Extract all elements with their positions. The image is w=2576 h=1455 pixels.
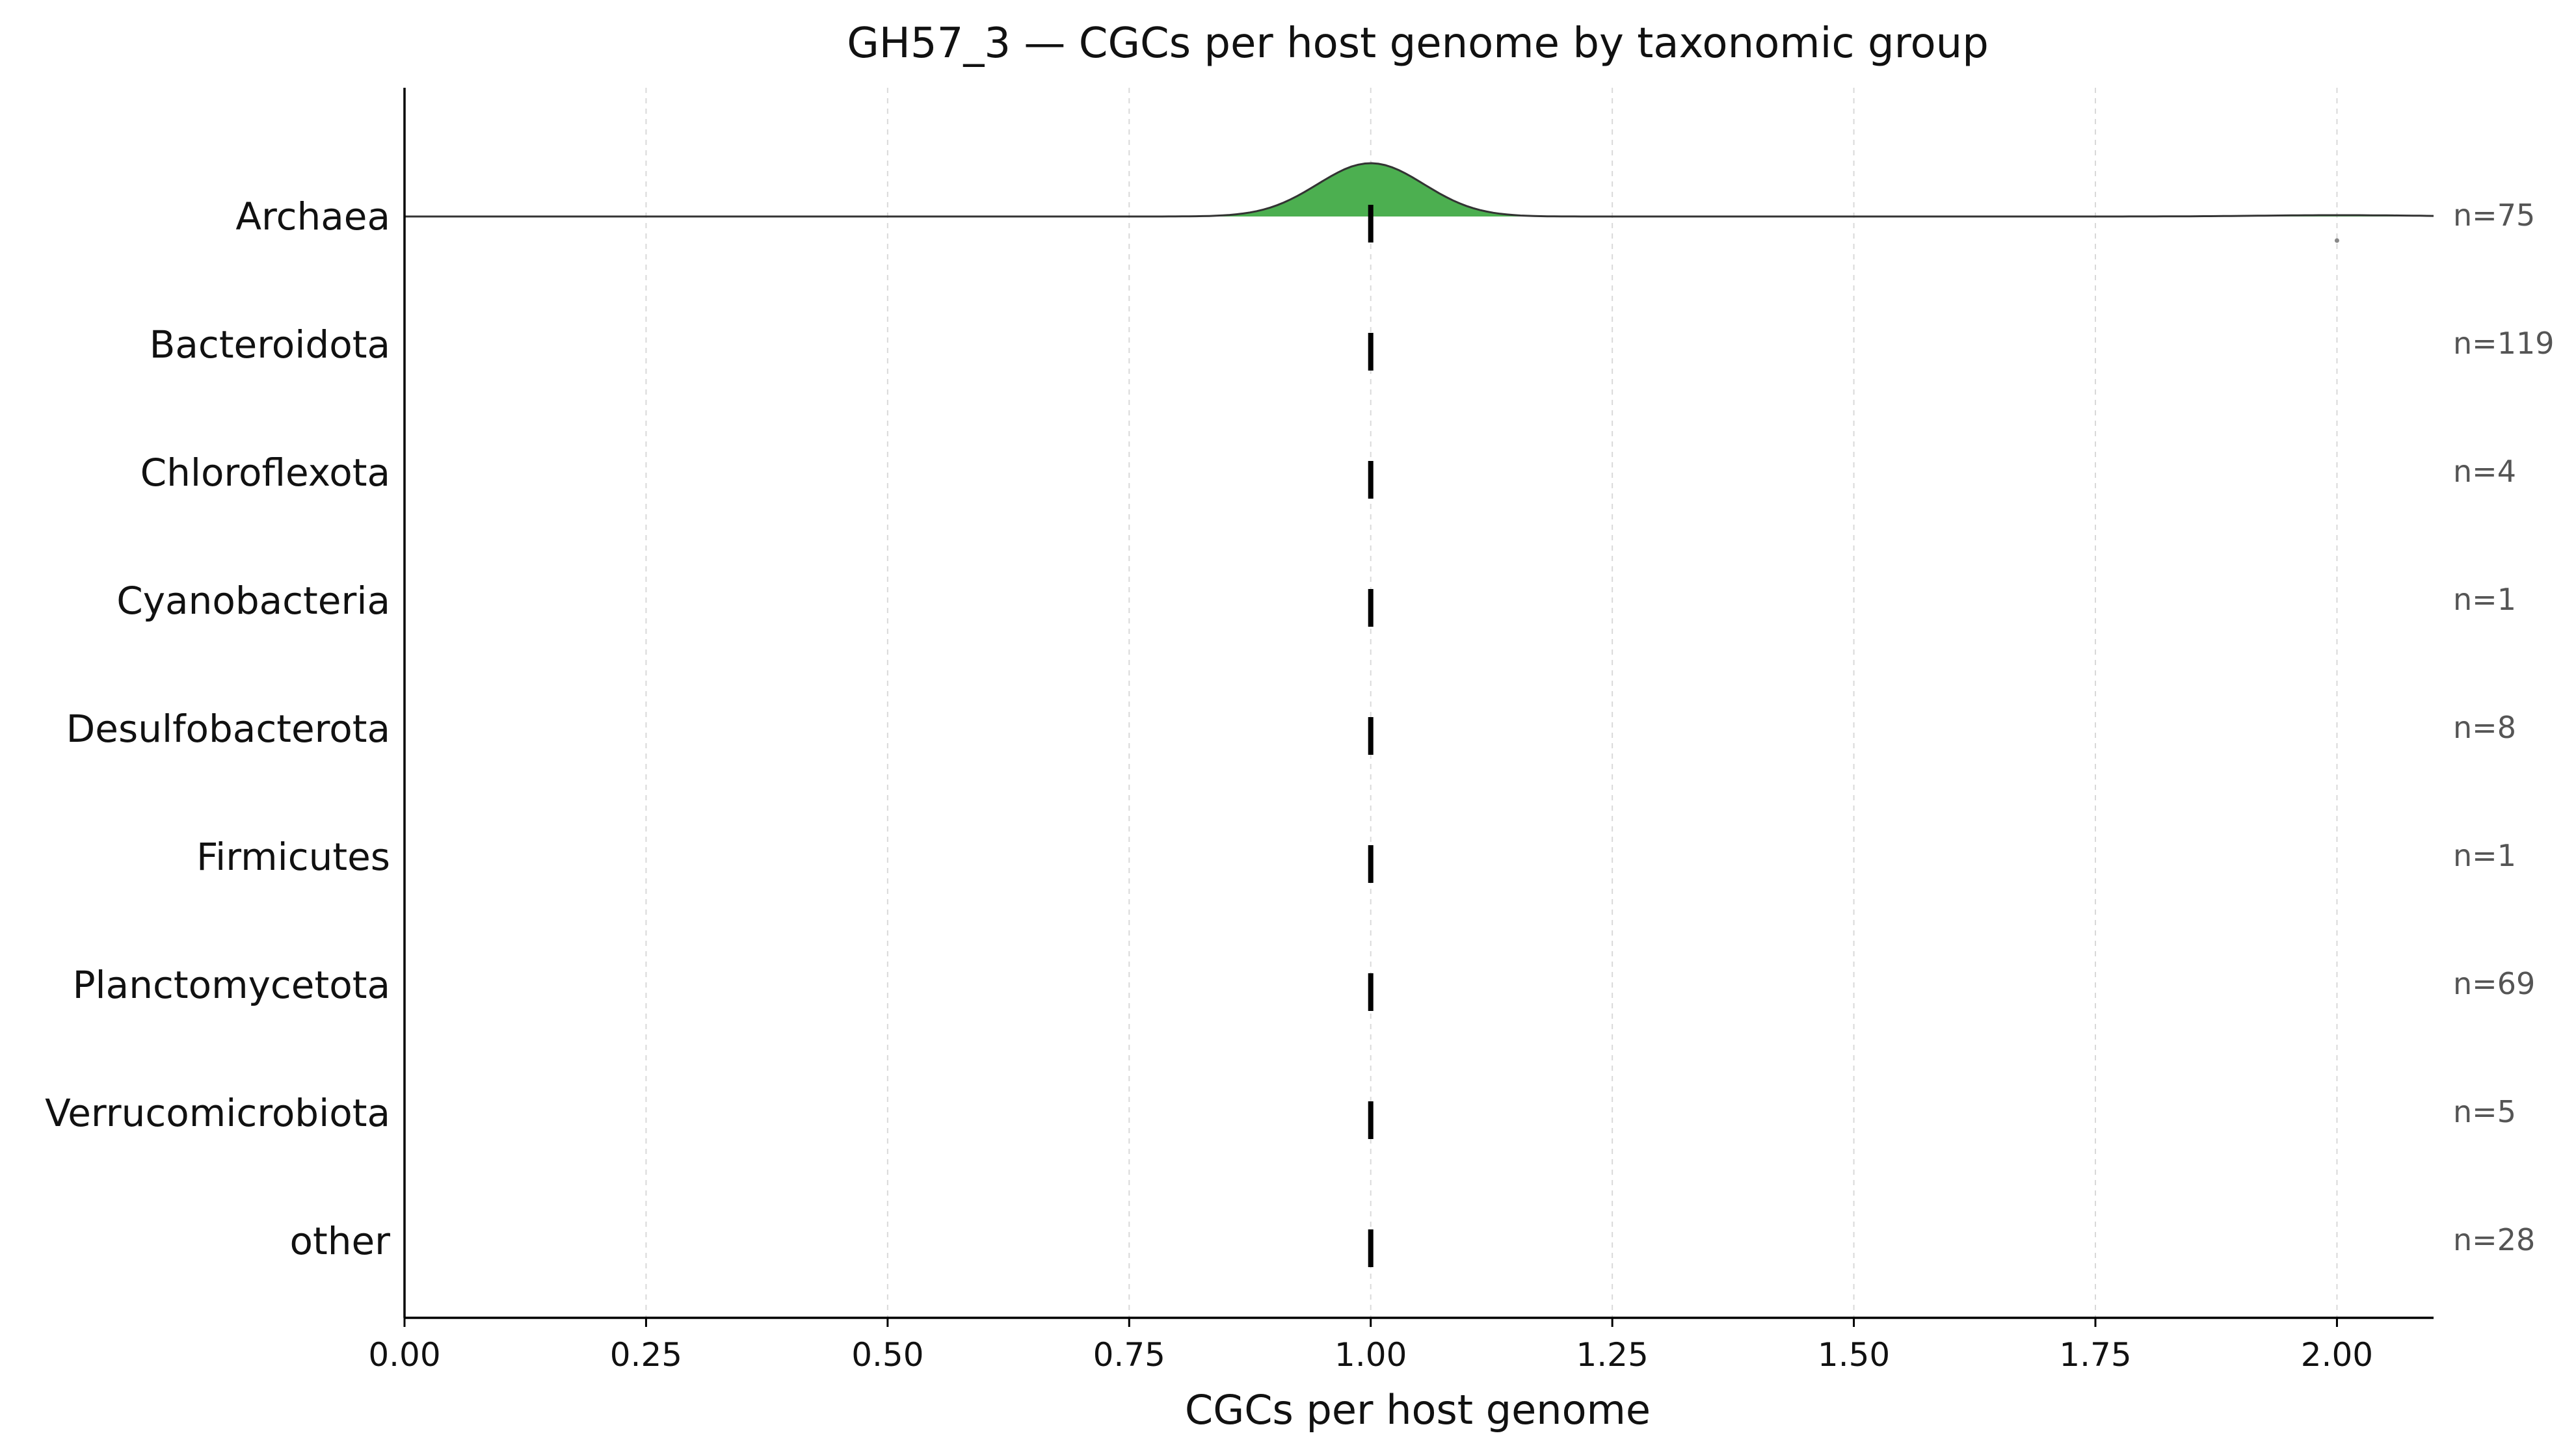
group-label: Cyanobacteria xyxy=(116,579,390,623)
group-label: Planctomycetota xyxy=(73,963,390,1007)
chart-title: GH57_3 — CGCs per host genome by taxonom… xyxy=(847,20,1989,68)
n-label: n=1 xyxy=(2453,582,2516,617)
n-label: n=119 xyxy=(2453,326,2555,361)
x-axis-label: CGCs per host genome xyxy=(1185,1386,1651,1434)
n-label: n=75 xyxy=(2453,198,2535,233)
group-label: Archaea xyxy=(235,194,390,239)
n-label: n=69 xyxy=(2453,966,2535,1001)
outlier-point xyxy=(2334,238,2339,243)
x-tick-label: 1.50 xyxy=(1818,1336,1890,1374)
x-tick-label: 2.00 xyxy=(2301,1336,2373,1374)
group-label: Desulfobacterota xyxy=(66,707,390,751)
group-label: Firmicutes xyxy=(196,835,390,879)
x-tick-label: 0.00 xyxy=(368,1336,440,1374)
x-tick-label: 1.25 xyxy=(1576,1336,1648,1374)
x-tick-label: 1.00 xyxy=(1334,1336,1407,1374)
x-tick-label: 0.25 xyxy=(610,1336,682,1374)
group-label: other xyxy=(289,1219,390,1263)
ridges xyxy=(405,162,2434,243)
n-label: n=4 xyxy=(2453,454,2516,489)
y-axis-labels: Archaea Bacteroidota Chloroflexota Cyanobac… xyxy=(45,194,390,1263)
group-label: Verrucomicrobiota xyxy=(45,1091,390,1135)
n-label: n=5 xyxy=(2453,1094,2516,1129)
n-label: n=28 xyxy=(2453,1222,2535,1257)
x-tick-label: 1.75 xyxy=(2059,1336,2131,1374)
n-label: n=8 xyxy=(2453,710,2516,745)
density-fill xyxy=(405,163,2434,216)
axes xyxy=(403,88,2434,1319)
x-tick-label: 0.75 xyxy=(1093,1336,1165,1374)
x-axis-ticks: 0.00 0.25 0.50 0.75 1.00 1.25 1.50 1.75 2.00 xyxy=(368,1318,2373,1374)
sample-size-labels: n=75 n=119 n=4 n=1 n=8 n=1 n=69 n=5 n=28 xyxy=(2453,198,2555,1257)
x-tick-label: 0.50 xyxy=(851,1336,923,1374)
n-label: n=1 xyxy=(2453,838,2516,873)
group-label: Chloroflexota xyxy=(140,451,390,495)
group-label: Bacteroidota xyxy=(150,322,390,367)
density-outline xyxy=(405,162,2434,218)
